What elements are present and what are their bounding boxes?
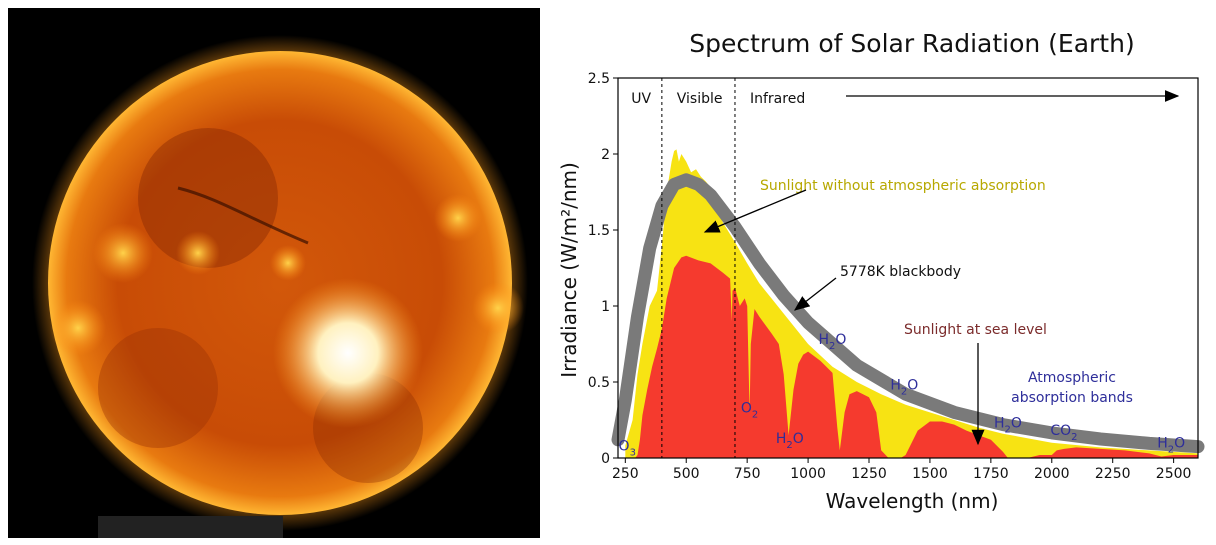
region-label-visible: Visible [677, 91, 723, 107]
x-tick-label: 1750 [973, 466, 1009, 482]
absorption-label: H2O [890, 378, 918, 398]
y-tick-label: 1 [601, 299, 610, 315]
x-tick-label: 1250 [851, 466, 887, 482]
absorption-labels: O3 O2 H2O H2O H2O H2O CO2 H2O [619, 332, 1186, 458]
region-labels: UV Visible Infrared [631, 91, 805, 107]
chart-title: Spectrum of Solar Radiation (Earth) [689, 29, 1134, 58]
absorption-label: CO2 [1050, 423, 1077, 443]
absorption-label: O3 [619, 438, 636, 458]
y-tick-label: 1.5 [588, 223, 610, 239]
sun-image [32, 35, 528, 538]
x-tick-label: 500 [673, 466, 700, 482]
absorption-label: O2 [741, 400, 758, 420]
y-tick-label: 2 [601, 147, 610, 163]
absorption-label: H2O [818, 332, 846, 352]
y-tick-label: 0.5 [588, 375, 610, 391]
annotation-blackbody: 5778K blackbody [840, 264, 961, 280]
annotation-sunlight-without-absorption: Sunlight without atmospheric absorption [760, 178, 1046, 194]
x-tick-label: 1500 [912, 466, 948, 482]
plot-frame [617, 77, 1199, 459]
region-label-infrared: Infrared [750, 91, 805, 107]
y-tick-label: 2.5 [588, 71, 610, 87]
x-tick-label: 1000 [790, 466, 826, 482]
plot-area [611, 77, 1205, 459]
x-tick-label: 2500 [1156, 466, 1192, 482]
sun-photo [8, 8, 540, 538]
solar-spectrum-chart: Spectrum of Solar Radiation (Earth) 0 0.5… [557, 29, 1205, 513]
annotations: Sunlight without atmospheric absorption … [703, 178, 1133, 446]
y-axis-label: Irradiance (W/m²/nm) [557, 162, 581, 378]
y-tick-label: 0 [601, 451, 610, 467]
x-axis: 250 500 750 1000 1250 1500 1750 2000 2250 2500 [612, 458, 1192, 482]
annotation-absorption-bands: absorption bands [1011, 390, 1133, 406]
region-label-uv: UV [631, 91, 651, 107]
x-axis-label: Wavelength (nm) [826, 489, 999, 513]
annotation-sunlight-sea-level: Sunlight at sea level [904, 322, 1047, 338]
absorption-label: H2O [1157, 435, 1185, 455]
x-tick-label: 2000 [1034, 466, 1070, 482]
x-tick-label: 750 [734, 466, 761, 482]
annotation-atmospheric: Atmospheric [1028, 370, 1116, 386]
x-tick-label: 2250 [1095, 466, 1131, 482]
series-5778k-blackbody [611, 173, 1205, 454]
annotation-arrow-blackbody [793, 277, 837, 311]
absorption-label: H2O [776, 431, 804, 451]
annotation-arrow-toa [703, 189, 807, 233]
y-axis: 0 0.5 1 1.5 2 2.5 [588, 71, 618, 467]
absorption-label: H2O [994, 416, 1022, 436]
series-sunlight-at-sea-level [635, 255, 1198, 458]
x-tick-label: 250 [612, 466, 639, 482]
